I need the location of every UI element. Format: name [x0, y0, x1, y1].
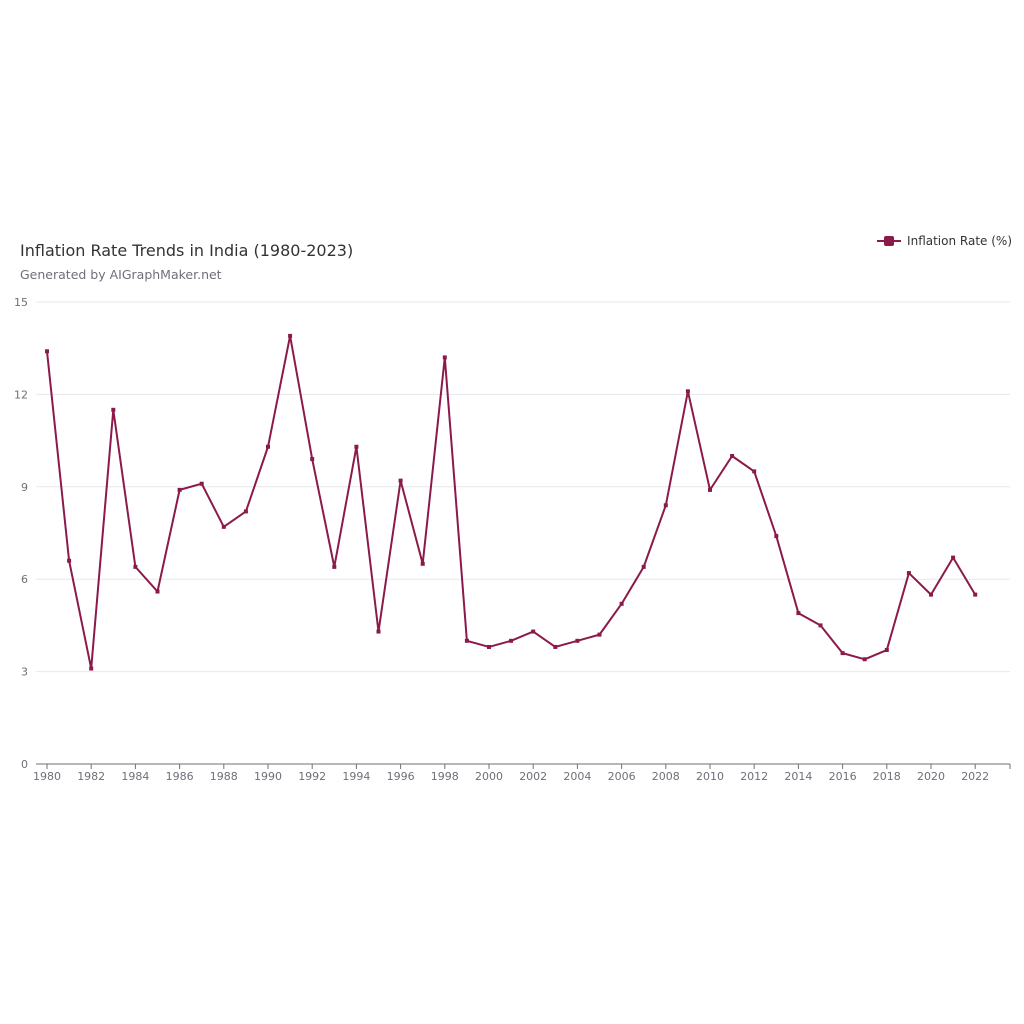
data-point-1984[interactable] — [133, 564, 138, 569]
y-tick-label-2: 6 — [21, 573, 28, 586]
x-tick-label-17: 2014 — [784, 770, 812, 783]
y-tick-label-5: 15 — [14, 296, 28, 309]
data-point-2005[interactable] — [597, 632, 602, 637]
data-point-1991[interactable] — [288, 333, 293, 338]
data-point-2012[interactable] — [752, 469, 757, 474]
x-tick-label-21: 2022 — [961, 770, 989, 783]
x-tick-label-8: 1996 — [387, 770, 415, 783]
data-point-2017[interactable] — [862, 657, 867, 662]
data-point-2006[interactable] — [619, 601, 624, 606]
data-point-2009[interactable] — [685, 389, 690, 394]
x-tick-label-12: 2004 — [563, 770, 591, 783]
data-point-1985[interactable] — [155, 589, 160, 594]
data-point-1987[interactable] — [199, 481, 204, 486]
data-point-1990[interactable] — [266, 444, 270, 449]
series-layer — [45, 333, 978, 671]
data-point-2001[interactable] — [509, 638, 514, 643]
data-point-2018[interactable] — [884, 648, 889, 653]
x-tick-label-1: 1982 — [77, 770, 105, 783]
data-point-1988[interactable] — [221, 524, 226, 529]
data-point-1980[interactable] — [45, 349, 49, 354]
x-tick-label-14: 2008 — [652, 770, 680, 783]
chart-title: Inflation Rate Trends in India (1980-202… — [20, 241, 354, 260]
data-point-1995[interactable] — [376, 629, 381, 634]
data-point-2010[interactable] — [708, 487, 712, 492]
y-tick-label-1: 3 — [21, 666, 28, 679]
x-tick-label-18: 2016 — [829, 770, 857, 783]
chart-subtitle: Generated by AIGraphMaker.net — [20, 267, 222, 282]
x-tick-label-4: 1988 — [210, 770, 238, 783]
data-point-1992[interactable] — [310, 457, 315, 462]
data-point-1998[interactable] — [442, 355, 447, 360]
x-tick-label-3: 1986 — [166, 770, 194, 783]
legend-label: Inflation Rate (%) — [907, 234, 1012, 248]
data-point-2016[interactable] — [840, 651, 845, 656]
data-point-2004[interactable] — [575, 638, 580, 643]
x-tick-label-6: 1992 — [298, 770, 326, 783]
grid-lines — [36, 301, 1010, 673]
x-tick-label-16: 2012 — [740, 770, 768, 783]
data-point-2002[interactable] — [531, 629, 536, 634]
data-point-1996[interactable] — [398, 478, 403, 483]
x-tick-label-10: 2000 — [475, 770, 503, 783]
data-point-1994[interactable] — [354, 444, 359, 449]
data-point-1981[interactable] — [67, 558, 72, 563]
x-tick-label-2: 1984 — [121, 770, 149, 783]
data-point-2015[interactable] — [818, 623, 823, 628]
x-tick-label-0: 1980 — [33, 770, 61, 783]
y-axis-ticks: 0 3 6 9 12 15 — [14, 296, 28, 771]
y-tick-label-3: 9 — [21, 481, 28, 494]
data-point-1999[interactable] — [464, 638, 469, 643]
data-point-1983[interactable] — [111, 407, 116, 412]
data-point-2013[interactable] — [774, 534, 779, 539]
data-point-2021[interactable] — [951, 555, 956, 560]
data-point-2019[interactable] — [906, 571, 911, 576]
x-tick-label-11: 2002 — [519, 770, 547, 783]
data-point-1997[interactable] — [420, 561, 425, 566]
data-point-2014[interactable] — [796, 611, 801, 616]
data-point-1989[interactable] — [243, 509, 248, 514]
x-tick-label-9: 1998 — [431, 770, 459, 783]
x-tick-label-13: 2006 — [608, 770, 636, 783]
data-point-2003[interactable] — [553, 644, 558, 649]
x-tick-label-7: 1994 — [342, 770, 370, 783]
data-point-1986[interactable] — [177, 487, 182, 492]
data-point-1982[interactable] — [89, 666, 94, 671]
data-point-1993[interactable] — [332, 564, 337, 569]
data-point-2007[interactable] — [641, 564, 646, 569]
data-point-2000[interactable] — [487, 644, 491, 649]
y-tick-label-4: 12 — [14, 388, 28, 401]
data-point-2022[interactable] — [973, 592, 978, 597]
data-point-2008[interactable] — [663, 503, 668, 508]
data-point-2011[interactable] — [730, 454, 735, 458]
x-axis-ticks: 1980 1982 1984 1986 1988 1990 1992 1994 1996 1998… — [33, 764, 1011, 783]
legend[interactable]: Inflation Rate (%) — [877, 234, 1012, 248]
x-tick-label-19: 2018 — [873, 770, 901, 783]
series-line-0 — [46, 334, 977, 670]
x-tick-label-20: 2020 — [917, 770, 945, 783]
legend-marker-icon — [877, 234, 902, 248]
x-tick-label-15: 2010 — [696, 770, 724, 783]
data-point-2020[interactable] — [929, 592, 933, 597]
x-tick-label-5: 1990 — [254, 770, 282, 783]
y-tick-label-0: 0 — [21, 758, 28, 771]
